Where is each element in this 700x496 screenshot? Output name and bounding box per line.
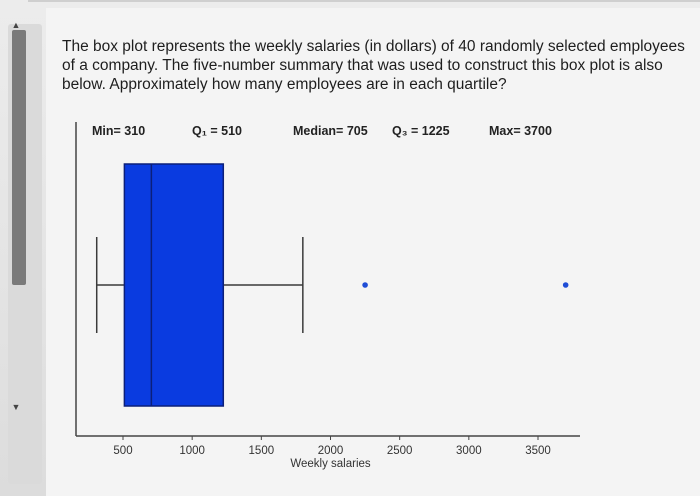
x-tick-label-500: 500 [113,445,132,457]
outlier-point-2 [562,282,569,288]
x-axis-label: Weekly salaries [290,458,371,470]
x-tick-label-3000: 3000 [456,445,482,457]
iqr-box [123,163,225,407]
x-tick-label-2500: 2500 [387,445,413,457]
scroll-up-icon[interactable]: ▲ [11,20,21,30]
question-text: The box plot represents the weekly salar… [62,38,685,93]
x-tick-label-1500: 1500 [249,445,275,457]
summary-max: Max= 3700 [489,124,552,138]
x-tick-label-1000: 1000 [179,445,205,457]
outlier-point-1 [362,282,368,288]
summary-q3: Q₃ = 1225 [392,124,450,138]
scrollbar-thumb[interactable] [12,30,26,285]
summary-median: Median= 705 [293,124,368,138]
scroll-down-icon[interactable]: ▼ [11,402,21,412]
summary-min: Min= 310 [92,124,146,138]
x-tick-label-2000: 2000 [318,445,344,457]
summary-q1: Q₁ = 510 [192,124,242,138]
window-top-edge [28,0,700,2]
x-tick-label-3500: 3500 [525,445,551,457]
